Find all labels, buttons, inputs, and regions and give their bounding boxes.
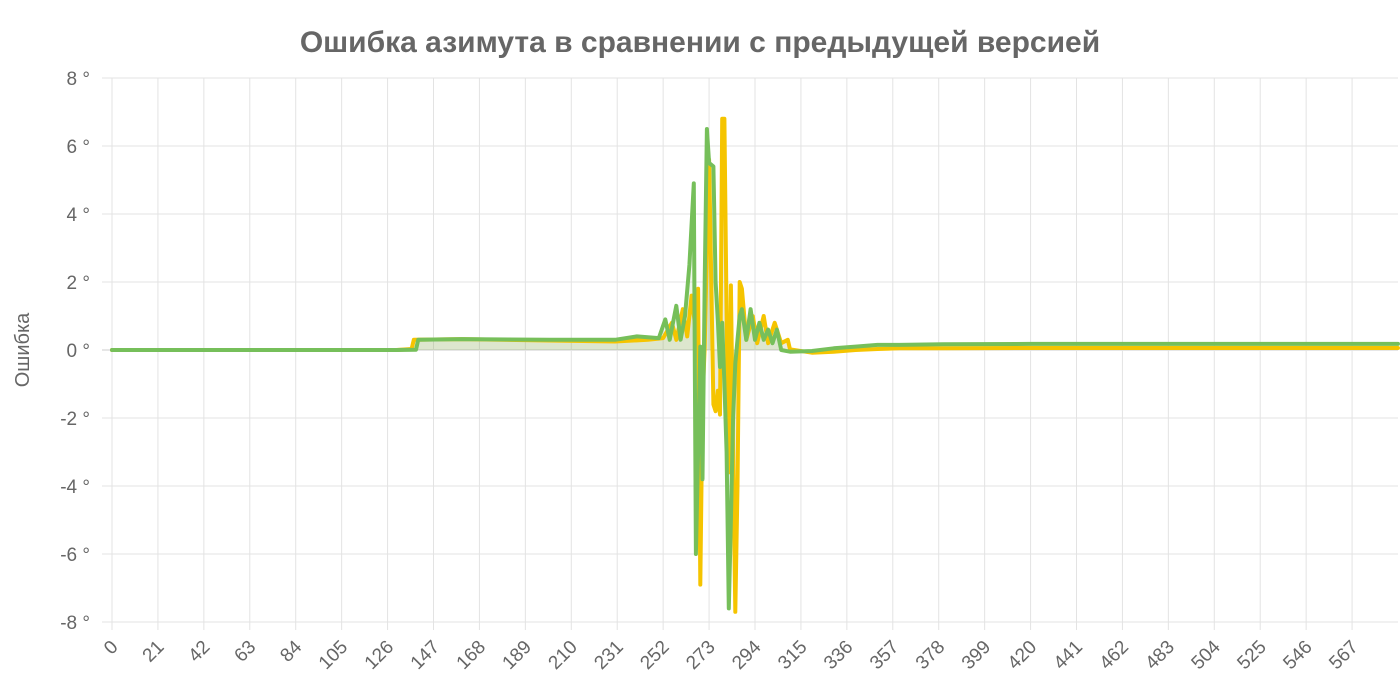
y-tick-label: -2 °	[60, 409, 90, 430]
series-2-line	[110, 127, 1400, 611]
x-tick-label: 42	[185, 637, 215, 667]
y-ticks: 8 ° 6 ° 4 ° 2 ° 0 ° -2 ° -4 ° -6 ° -8 °	[60, 69, 90, 634]
x-tick-label: 147	[407, 637, 444, 674]
x-tick-label: 378	[912, 637, 949, 674]
x-tick-label: 105	[315, 637, 352, 674]
x-tick-label: 231	[590, 637, 627, 674]
x-tick-label: 0	[100, 637, 122, 659]
x-tick-label: 525	[1233, 637, 1270, 674]
y-tick-label: -6 °	[60, 545, 90, 566]
x-tick-label: 63	[231, 637, 261, 667]
x-tick-label: 210	[545, 637, 582, 674]
y-tick-label: -8 °	[60, 613, 90, 634]
x-tick-label: 483	[1142, 637, 1179, 674]
y-axis-title: Ошибка	[12, 312, 34, 387]
x-tick-label: 504	[1188, 636, 1226, 674]
grid	[102, 77, 1398, 630]
y-tick-label: 6 °	[67, 137, 90, 158]
x-tick-label: 168	[453, 637, 490, 674]
y-tick-label: 2 °	[67, 273, 90, 294]
x-tick-label: 336	[820, 637, 857, 674]
x-tick-label: 399	[958, 637, 995, 674]
y-tick-label: 4 °	[67, 205, 90, 226]
x-tick-label: 126	[361, 637, 398, 674]
x-tick-label: 315	[774, 637, 811, 674]
y-tick-label: -4 °	[60, 477, 90, 498]
x-ticks: 0 21 42 63 84 105 126 147 168 189 210 231 252 273 294 3…	[100, 636, 1362, 674]
x-tick-label: 567	[1325, 637, 1362, 674]
x-tick-label: 273	[682, 637, 719, 674]
x-tick-label: 21	[139, 637, 169, 667]
chart-title: Ошибка азимута в сравнении с предыдущей …	[300, 26, 1100, 59]
y-tick-label: 0 °	[67, 341, 90, 362]
x-tick-label: 84	[276, 636, 306, 666]
x-tick-label: 252	[636, 637, 673, 674]
x-tick-label: 357	[866, 637, 903, 674]
x-tick-label: 462	[1096, 637, 1133, 674]
series-layer	[110, 116, 1400, 614]
x-tick-label: 189	[499, 637, 536, 674]
x-tick-label: 546	[1279, 637, 1316, 674]
y-tick-label: 8 °	[67, 69, 90, 90]
x-tick-label: 420	[1004, 637, 1041, 674]
x-tick-label: 294	[728, 636, 766, 674]
x-tick-label: 441	[1050, 637, 1087, 674]
